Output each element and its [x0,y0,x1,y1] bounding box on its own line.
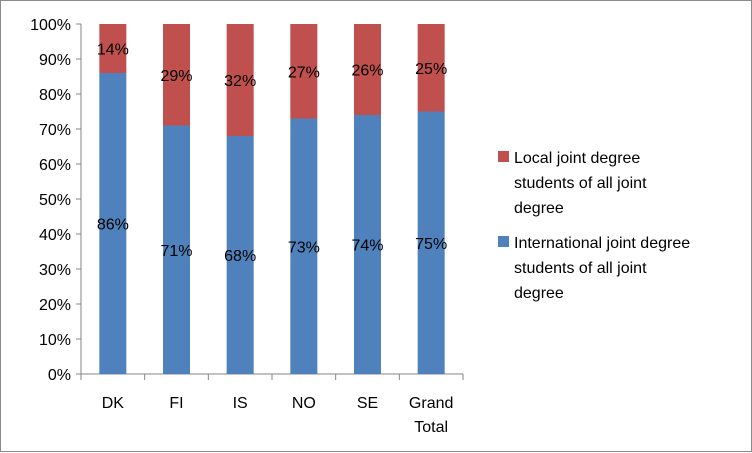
category-label: SE [357,395,378,412]
data-label-international: 86% [97,217,129,234]
legend-label: students of all joint [514,175,647,192]
legend-label: International joint degree [514,235,690,252]
data-label-local: 25% [415,61,447,78]
data-label-international: 68% [224,248,256,265]
y-tick-label: 20% [39,297,71,314]
category-label: IS [233,395,248,412]
category-label: Total [414,419,448,436]
category-label: NO [292,395,316,412]
axes: 0% 10% 20% 30% 40% 50% 60% 70% 80% 90% 100% DK FI IS N… [30,17,464,436]
bar-international [99,73,127,374]
legend-label: Local joint degree [514,150,640,167]
category-label: FI [169,395,183,412]
bar-local [354,24,381,115]
data-label-international: 71% [160,243,192,260]
legend: Local joint degree students of all joint d… [498,150,690,302]
y-tick-label: 90% [39,52,71,69]
data-label-local: 32% [224,73,256,90]
category-label: DK [102,395,125,412]
data-label-local: 27% [288,64,320,81]
data-label-local: 29% [160,68,192,85]
y-tick-label: 0% [48,367,71,384]
y-tick-label: 10% [39,332,71,349]
data-label-local: 26% [351,63,383,80]
bar-international [226,136,254,374]
y-tick-label: 60% [39,157,71,174]
bar-local [417,24,445,112]
category-label: Grand [409,395,453,412]
legend-swatch-local [498,151,509,162]
bar-international [163,125,190,374]
bar-local [226,24,254,136]
legend-label: degree [514,285,564,302]
y-tick-label: 40% [39,227,71,244]
data-label-international: 73% [288,239,320,256]
legend-swatch-international [498,236,509,247]
y-tick-label: 30% [39,262,71,279]
bar-local [290,24,318,119]
y-tick-label: 100% [30,17,71,34]
y-tick-label: 80% [39,87,71,104]
data-label-local: 14% [97,42,129,59]
bar-local [163,24,190,126]
bar-international [354,115,381,374]
bar-international [290,118,318,374]
bar-local [99,24,127,73]
data-labels: 86% 14% 71% 29% 68% 32% 73% 27% 74% 26% 75% 25% [97,42,447,266]
legend-label: degree [514,200,564,217]
y-tick-label: 50% [39,192,71,209]
bar-international [417,111,445,374]
bars [99,24,445,374]
data-label-international: 74% [351,238,383,255]
data-label-international: 75% [415,236,447,253]
legend-label: students of all joint [514,260,647,277]
y-tick-label: 70% [39,122,71,139]
